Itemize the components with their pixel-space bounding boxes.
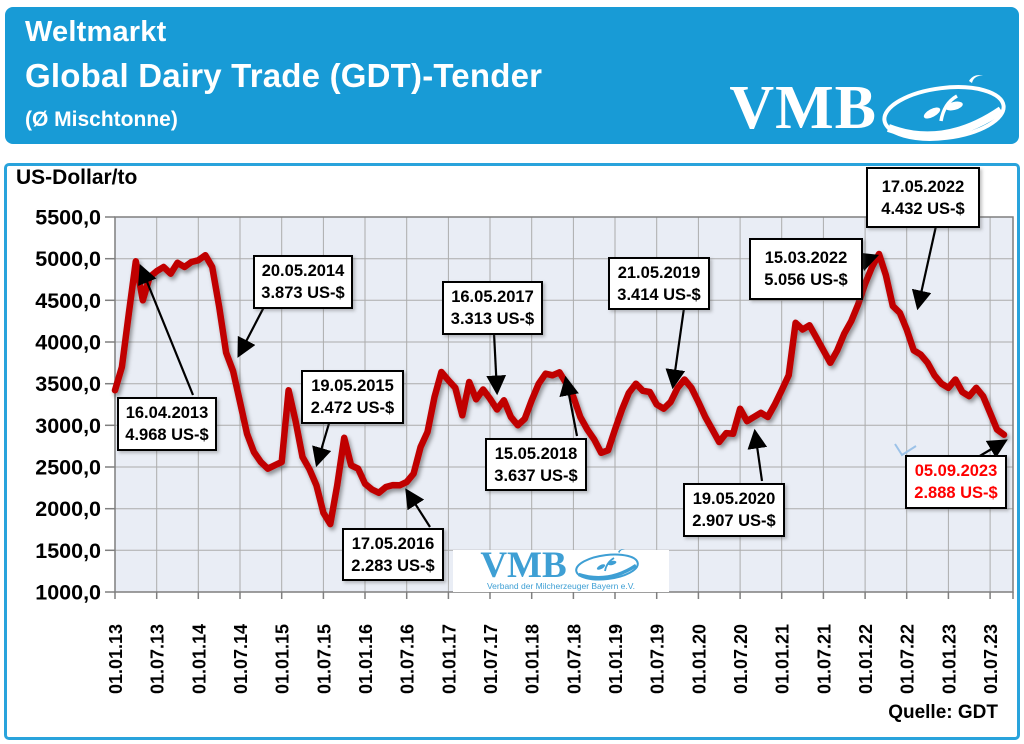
svg-text:5000,0: 5000,0 [35,247,101,271]
svg-text:01.01.22: 01.01.22 [856,624,876,694]
annotation-value: 2.283 US-$ [351,556,435,575]
svg-text:01.07.18: 01.07.18 [564,624,584,694]
svg-text:1000,0: 1000,0 [35,581,101,605]
svg-text:01.01.17: 01.01.17 [439,624,459,694]
svg-text:01.07.22: 01.07.22 [898,624,918,694]
annotation-value: 2.888 US-$ [914,484,998,502]
svg-text:01.01.14: 01.01.14 [189,624,209,694]
annotation-date: 16.05.2017 [451,288,534,306]
annotation-value: 3.414 US-$ [617,285,701,304]
annotation-19.05.2020: 19.05.2020 2.907 US-$ [683,483,785,537]
annotation-date: 19.05.2020 [692,490,776,508]
watermark-swoosh-icon [574,548,639,580]
annotation-value: 3.637 US-$ [494,466,578,485]
price-line [111,250,1008,528]
header-banner: Weltmarkt Global Dairy Trade (GDT)-Tende… [5,7,1019,144]
svg-text:01.01.13: 01.01.13 [106,624,126,694]
svg-text:01.01.23: 01.01.23 [939,624,959,694]
annotation-19.05.2015: 19.05.2015 2.472 US-$ [301,370,404,424]
svg-text:01.07.15: 01.07.15 [314,624,334,694]
annotation-date: 16.04.2013 [125,404,209,422]
annotation-value: 5.056 US-$ [764,271,848,289]
svg-text:01.01.19: 01.01.19 [606,624,626,694]
annotation-date: 17.05.2016 [351,534,435,553]
watermark-vmb-text: VMB [480,544,567,586]
annotation-value: 3.873 US-$ [261,284,345,302]
annotation-15.03.2022: 15.03.2022 5.056 US-$ [749,238,863,300]
svg-text:01.07.23: 01.07.23 [981,624,1001,694]
svg-text:01.01.15: 01.01.15 [273,624,293,694]
stray-check-mark [894,443,917,457]
annotation-date: 19.05.2015 [311,377,394,395]
watermark-vmb: VMB Verband der Milcherzeuger Bayern e.V… [453,544,669,592]
annotation-value: 2.907 US-$ [692,512,776,530]
watermark-row: VMB [453,544,669,586]
svg-text:4500,0: 4500,0 [35,289,101,313]
y-axis-unit-label: US-Dollar/to [16,166,138,189]
vmb-logo: VMB [729,69,1011,147]
source-label: Quelle: GDT [888,702,998,723]
annotation-date: 15.05.2018 [494,444,578,463]
annotation-17.05.2016: 17.05.2016 2.283 US-$ [342,528,444,581]
svg-text:01.07.13: 01.07.13 [148,624,168,694]
svg-text:2000,0: 2000,0 [35,497,101,521]
svg-text:2500,0: 2500,0 [35,456,101,480]
svg-text:01.01.21: 01.01.21 [773,624,793,694]
subtitle-mischtonne: (Ø Mischtonne) [25,108,178,131]
svg-text:01.07.21: 01.07.21 [814,624,834,694]
watermark-subtitle: Verband der Milcherzeuger Bayern e.V. [486,581,636,591]
svg-text:01.07.19: 01.07.19 [648,624,668,694]
annotation-date: 20.05.2014 [261,262,345,280]
annotation-20.05.2014: 20.05.2014 3.873 US-$ [253,255,353,309]
vmb-swoosh-icon [882,75,1006,141]
svg-text:3500,0: 3500,0 [35,372,101,396]
svg-text:01.07.20: 01.07.20 [731,624,751,694]
annotation-15.05.2018: 15.05.2018 3.637 US-$ [485,438,587,491]
annotation-16.04.2013: 16.04.2013 4.968 US-$ [117,397,217,451]
svg-text:1500,0: 1500,0 [35,539,101,563]
svg-text:01.01.18: 01.01.18 [523,624,543,694]
svg-text:4000,0: 4000,0 [35,331,101,355]
title-weltmarkt: Weltmarkt [25,16,167,48]
annotation-value: 4.968 US-$ [125,426,209,444]
svg-text:01.01.20: 01.01.20 [689,624,709,694]
annotation-17.05.2022: 17.05.2022 4.432 US-$ [866,167,980,228]
svg-text:01.07.17: 01.07.17 [481,624,501,694]
annotation-16.05.2017: 16.05.2017 3.313 US-$ [442,281,543,335]
annotation-21.05.2019: 21.05.2019 3.414 US-$ [608,257,710,310]
annotation-value: 3.313 US-$ [450,310,535,328]
annotation-05.09.2023: 05.09.2023 2.888 US-$ [905,455,1007,509]
vmb-logo-text: VMB [729,74,877,142]
svg-text:5500,0: 5500,0 [35,206,101,230]
svg-text:01.07.16: 01.07.16 [398,624,418,694]
annotation-value: 2.472 US-$ [310,399,395,417]
annotation-date: 17.05.2022 [881,177,965,196]
svg-text:3000,0: 3000,0 [35,414,101,438]
annotation-date: 21.05.2019 [617,263,701,282]
annotation-date: 15.03.2022 [764,249,848,267]
title-gdt-tender: Global Dairy Trade (GDT)-Tender [25,57,543,94]
annotation-date: 05.09.2023 [914,462,998,480]
svg-text:01.07.14: 01.07.14 [231,624,251,694]
svg-text:01.01.16: 01.01.16 [356,624,376,694]
annotation-value: 4.432 US-$ [881,199,965,218]
